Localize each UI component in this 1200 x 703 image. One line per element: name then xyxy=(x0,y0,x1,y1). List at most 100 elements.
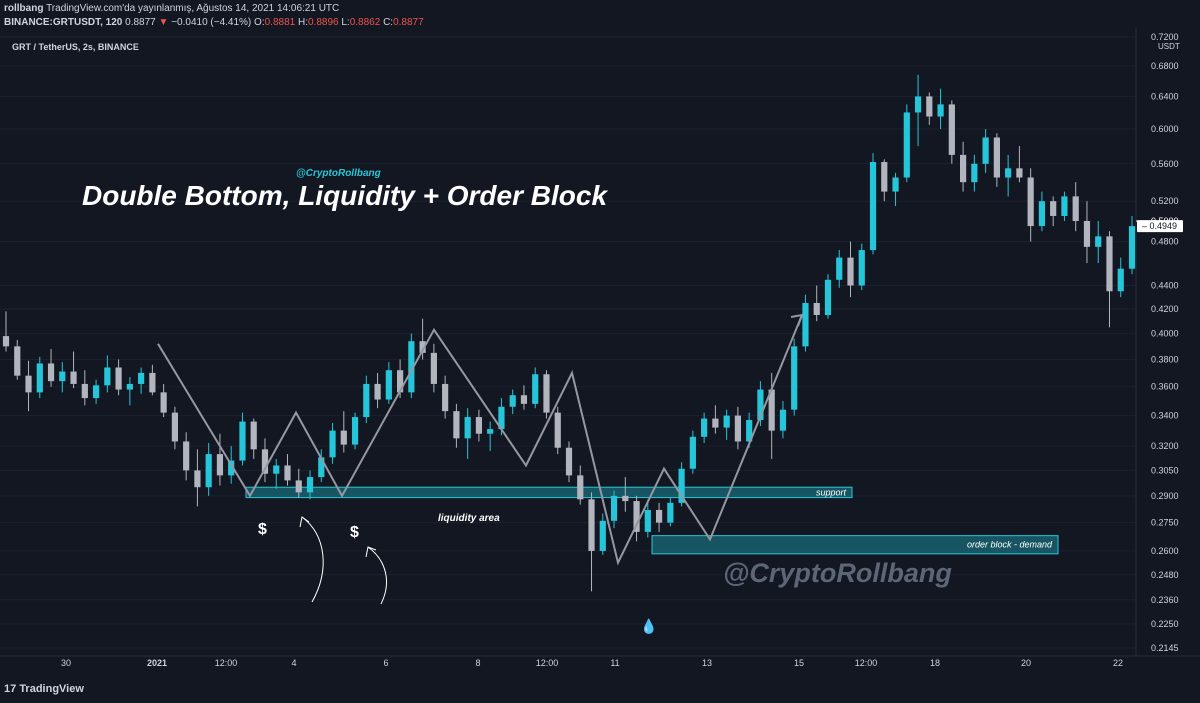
candle xyxy=(960,141,967,192)
candle-body xyxy=(228,460,235,476)
candle-body xyxy=(273,465,280,474)
candle xyxy=(577,465,584,505)
candle-body xyxy=(802,302,809,347)
candle-body xyxy=(768,389,775,431)
candle xyxy=(1106,231,1113,328)
candle-body xyxy=(419,341,426,353)
candle xyxy=(273,458,280,489)
candle xyxy=(655,502,663,532)
candle xyxy=(171,406,178,450)
close-label: C: xyxy=(383,17,394,28)
candle xyxy=(1128,215,1136,275)
candle xyxy=(138,367,145,394)
y-tick-label: 0.2600 xyxy=(1151,546,1179,556)
candle xyxy=(295,468,302,498)
candle xyxy=(599,513,606,555)
candle-body xyxy=(194,470,201,488)
y-tick-label: 0.6400 xyxy=(1151,91,1179,101)
candle-body xyxy=(1083,220,1091,247)
publish-header: rollbang TradingView.com'da yayınlanmış,… xyxy=(4,3,339,14)
double-bottom-pattern-line xyxy=(157,314,803,566)
tradingview-logo[interactable]: 17 TradingView xyxy=(4,683,84,695)
candle-body xyxy=(779,409,787,431)
pair-label: GRT / TetherUS, 2s, BINANCE xyxy=(12,42,139,52)
y-tick-label: 0.3050 xyxy=(1151,465,1179,475)
candle-body xyxy=(543,374,550,413)
current-price-label: – 0.4949 xyxy=(1142,221,1177,231)
candle-body xyxy=(498,406,505,430)
x-tick-label: 12:00 xyxy=(536,658,559,668)
candle xyxy=(92,379,100,404)
candle xyxy=(1016,146,1023,183)
y-tick-label: 0.5600 xyxy=(1151,159,1179,169)
candle-body xyxy=(644,509,651,532)
candle-body xyxy=(1027,177,1034,227)
watermark: @CryptoRollbang xyxy=(723,558,952,588)
publish-info: TradingView.com'da yayınlanmış, Ağustos … xyxy=(46,3,340,14)
candle xyxy=(1095,220,1102,264)
candle-body xyxy=(1038,201,1046,227)
pattern-arrowhead xyxy=(790,313,804,327)
candle xyxy=(487,421,494,451)
candle xyxy=(1038,191,1046,232)
x-tick-label: 13 xyxy=(702,658,712,668)
candle-body xyxy=(1072,196,1079,221)
candle xyxy=(239,412,246,466)
candle xyxy=(385,362,392,404)
candle-body xyxy=(487,429,494,434)
candle-body xyxy=(610,495,618,521)
candle-body xyxy=(36,363,43,393)
candle xyxy=(464,408,471,459)
candle-body xyxy=(183,441,190,471)
candle xyxy=(1072,182,1079,232)
curved-arrow xyxy=(301,516,324,603)
candle xyxy=(734,406,741,450)
open-value: 0.8881 xyxy=(264,17,296,28)
candle-body xyxy=(565,447,573,476)
candle-body xyxy=(858,250,865,286)
candle-body xyxy=(892,177,899,192)
candle-body xyxy=(1016,168,1023,178)
candle-body xyxy=(937,104,944,117)
candle-body xyxy=(1050,201,1057,216)
curved-arrow xyxy=(367,546,388,605)
candle xyxy=(554,406,561,455)
candle xyxy=(1027,168,1034,242)
author-name[interactable]: rollbang xyxy=(4,3,44,14)
candle xyxy=(610,490,618,529)
order-block-zone-label: order block - demand xyxy=(967,540,1053,550)
candle xyxy=(363,375,370,424)
x-tick-label: 2021 xyxy=(147,658,167,668)
candle xyxy=(70,351,77,389)
y-tick-label: 0.3600 xyxy=(1151,382,1179,392)
x-tick-label: 18 xyxy=(930,658,940,668)
candle xyxy=(2,311,10,352)
open-label: O: xyxy=(254,17,265,28)
candle-body xyxy=(633,501,640,532)
candle-body xyxy=(734,415,741,442)
candle xyxy=(622,477,629,512)
candle xyxy=(813,285,820,322)
candle xyxy=(824,274,832,319)
candle xyxy=(667,497,674,527)
candle-body xyxy=(397,370,404,393)
candle xyxy=(126,377,133,406)
candle xyxy=(802,294,809,352)
candle-body xyxy=(836,257,843,280)
candle-body xyxy=(881,162,888,192)
candle xyxy=(81,370,88,406)
candle xyxy=(543,370,550,419)
candle-body xyxy=(971,163,978,183)
curved-arrow-head xyxy=(299,516,310,528)
candle xyxy=(14,339,21,380)
x-tick-label: 4 xyxy=(291,658,296,668)
candle-body xyxy=(408,341,415,393)
candle xyxy=(1005,154,1012,197)
candle xyxy=(149,364,156,396)
candle-body xyxy=(869,162,877,251)
candle-body xyxy=(261,449,269,474)
candle xyxy=(47,348,55,387)
candle-body xyxy=(340,430,347,445)
